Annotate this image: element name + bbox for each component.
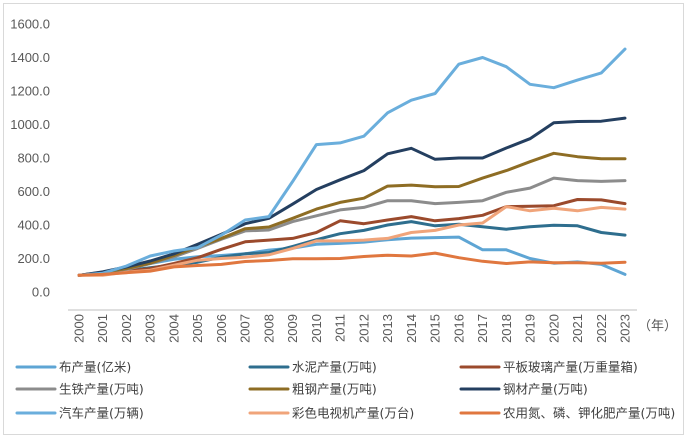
y-tick-label: 400.0 xyxy=(17,218,50,233)
x-tick-label: 2008 xyxy=(261,314,276,343)
legend-item: 粗钢产量(万吨) xyxy=(248,382,377,397)
x-tick-label: 2014 xyxy=(404,314,419,343)
legend-label: 汽车产量(万辆) xyxy=(59,406,144,421)
legend-label: 粗钢产量(万吨) xyxy=(292,382,377,397)
series-line-7 xyxy=(77,47,627,277)
x-tick-label: 2022 xyxy=(594,314,609,343)
y-tick-label: 1600.0 xyxy=(10,17,50,32)
x-tick-label: 2006 xyxy=(214,314,229,343)
x-tick-label: 2011 xyxy=(333,314,348,342)
x-tick-label: 2019 xyxy=(523,314,538,343)
legend-item: 布产量(亿米) xyxy=(15,360,131,375)
x-tick-label: 2023 xyxy=(618,314,633,343)
legend-label: 彩色电视机产量(万台) xyxy=(292,406,414,421)
x-tick-label: 2010 xyxy=(309,314,324,343)
x-tick-label: 2012 xyxy=(356,314,371,343)
x-tick-label: 2005 xyxy=(190,314,205,343)
x-tick-label: 2021 xyxy=(570,314,585,343)
x-tick-label: 2000 xyxy=(72,314,87,343)
series-layer xyxy=(77,47,627,277)
legend-label: 农用氮、磷、钾化肥产量(万吨) xyxy=(503,406,675,421)
x-axis-unit-label: （年） xyxy=(638,319,677,334)
legend-item: 农用氮、磷、钾化肥产量(万吨) xyxy=(459,406,675,421)
legend-item: 平板玻璃产量(万重量箱) xyxy=(459,360,638,375)
legend-label: 平板玻璃产量(万重量箱) xyxy=(503,360,638,375)
series-line-5 xyxy=(77,151,627,277)
x-tick-label: 2003 xyxy=(143,314,158,343)
series-line-9 xyxy=(77,251,627,277)
x-tick-label: 2020 xyxy=(546,314,561,343)
series-line-6 xyxy=(77,116,627,277)
legend-item: 汽车产量(万辆) xyxy=(15,406,144,421)
legend-item: 水泥产量(万吨) xyxy=(248,360,377,375)
y-tick-label: 1400.0 xyxy=(10,50,50,65)
y-tick-label: 200.0 xyxy=(17,251,50,266)
y-tick-label: 0.0 xyxy=(32,285,50,300)
legend-item: 生铁产量(万吨) xyxy=(15,382,144,397)
legend-label: 钢材产量(万吨) xyxy=(503,382,588,397)
x-tick-label: 2004 xyxy=(166,314,181,343)
x-tick-label: 2016 xyxy=(451,314,466,343)
x-tick-label: 2013 xyxy=(380,314,395,343)
y-axis-ticks: 0.0 200.0 400.0 600.0 800.0 1000.0 1200.0 1400.… xyxy=(10,17,50,300)
series-line-1 xyxy=(77,235,627,277)
legend-item: 彩色电视机产量(万台) xyxy=(248,406,414,421)
legend-label: 布产量(亿米) xyxy=(59,360,131,375)
y-tick-label: 1000.0 xyxy=(10,117,50,132)
y-tick-label: 1200.0 xyxy=(10,84,50,99)
legend-label: 水泥产量(万吨) xyxy=(292,360,377,375)
legend: 布产量(亿米) 水泥产量(万吨) 平板玻璃产量(万重量箱) 生铁产量(万吨) 粗钢产量(… xyxy=(15,360,675,421)
x-axis-ticks: 2000 2001 2002 2003 2004 2005 2006 2007 2008 2009… xyxy=(72,314,633,343)
x-tick-label: 2001 xyxy=(95,314,110,343)
x-tick-label: 2002 xyxy=(119,314,134,343)
legend-item: 钢材产量(万吨) xyxy=(459,382,588,397)
series-line-3 xyxy=(77,198,627,277)
x-tick-label: 2007 xyxy=(238,314,253,343)
x-tick-label: 2018 xyxy=(499,314,514,343)
series-line-8 xyxy=(77,205,627,277)
x-tick-label: 2017 xyxy=(475,314,490,343)
x-tick-label: 2009 xyxy=(285,314,300,343)
chart-frame xyxy=(3,3,684,435)
legend-label: 生铁产量(万吨) xyxy=(59,382,144,397)
y-tick-label: 600.0 xyxy=(17,184,50,199)
x-tick-label: 2015 xyxy=(428,314,443,343)
y-tick-label: 800.0 xyxy=(17,151,50,166)
